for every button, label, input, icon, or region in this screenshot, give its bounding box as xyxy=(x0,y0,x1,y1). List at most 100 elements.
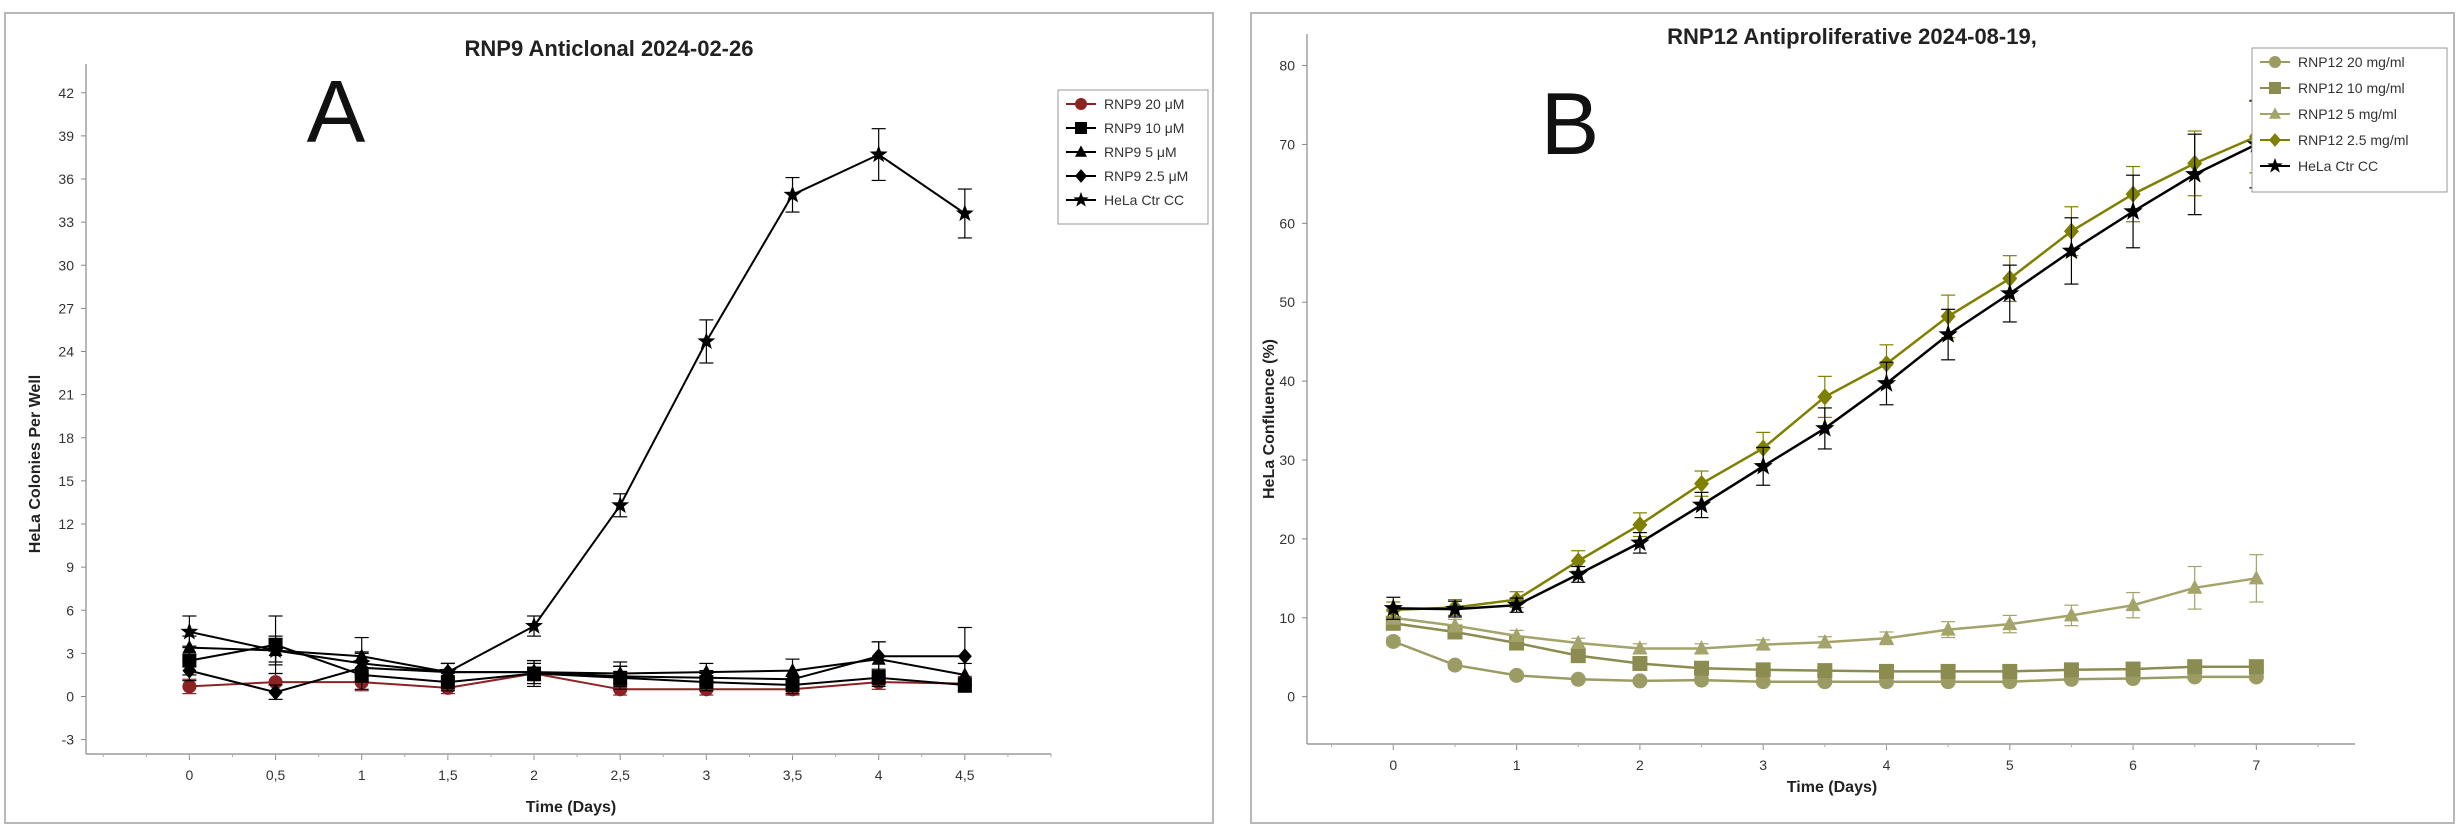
chart-a-data-point xyxy=(871,648,886,665)
chart-a-y-tick-label: 42 xyxy=(58,85,74,101)
chart-a-legend-swatch-marker xyxy=(1073,191,1089,207)
chart-a-data-point xyxy=(182,679,197,694)
chart-b-data-point xyxy=(1817,633,1833,649)
chart-panel-b: RNP12 Antiproliferative 2024-08-19, B Ti… xyxy=(1250,12,2455,824)
chart-b-data-point xyxy=(1509,627,1525,642)
chart-a-x-tick-label: 1,5 xyxy=(438,767,458,783)
chart-a-y-tick-label: 12 xyxy=(58,516,74,532)
chart-b-y-tick-label: 20 xyxy=(1279,531,1295,547)
chart-a-y-tick-label: 30 xyxy=(58,257,74,273)
chart-b-data-point xyxy=(1878,663,1894,679)
chart-a-data-point xyxy=(699,669,714,686)
chart-a-data-point xyxy=(268,684,283,701)
chart-b-data-point xyxy=(1630,532,1650,551)
chart-a-data-point xyxy=(527,664,542,681)
chart-a-x-tick-label: 1 xyxy=(358,767,366,783)
chart-b-data-point xyxy=(1509,667,1525,683)
chart-a-legend-swatch-marker xyxy=(1075,98,1087,110)
chart-b-x-tick-label: 7 xyxy=(2252,757,2260,773)
chart-b-panel-letter: B xyxy=(1541,74,1600,173)
chart-b-data-point xyxy=(1570,648,1586,664)
chart-a-x-tick-label: 4,5 xyxy=(955,767,975,783)
chart-b-legend-swatch-marker xyxy=(2269,133,2281,147)
chart-b-data-point xyxy=(1940,663,1956,679)
chart-a-x-tick-label: 4 xyxy=(875,767,883,783)
chart-b-data-point xyxy=(1447,617,1463,632)
chart-b-series-2 xyxy=(1385,615,2264,679)
chart-a-data-point xyxy=(268,675,283,690)
chart-a-data-point xyxy=(611,495,630,513)
chart-a-series-5 xyxy=(180,128,974,682)
chart-a-data-point xyxy=(613,668,628,685)
chart-a-series-3 xyxy=(182,635,972,688)
chart-a-y-tick-label: 39 xyxy=(58,128,74,144)
chart-a-legend-label: RNP9 20 μM xyxy=(1104,96,1184,112)
chart-b-data-point xyxy=(1568,564,1588,583)
chart-b-legend-label: RNP12 5 mg/ml xyxy=(2298,106,2397,122)
chart-b-x-tick-label: 1 xyxy=(1513,757,1521,773)
chart-b-data-point xyxy=(1940,621,1956,636)
chart-a-legend: RNP9 20 μM RNP9 10 μM RNP9 5 μM RNP9 2.5 μM… xyxy=(1057,89,1209,225)
chart-a-x-tick-label: 2 xyxy=(530,767,538,783)
chart-a-data-point xyxy=(182,662,197,679)
chart-b-x-tick-label: 2 xyxy=(1636,757,1644,773)
chart-a-data-point xyxy=(783,185,802,203)
chart-panel-a: RNP9 Anticlonal 2024-02-26 A Time (Days)… xyxy=(4,12,1214,824)
chart-a-series-line xyxy=(189,643,965,687)
chart-a-y-tick-label: 27 xyxy=(58,300,74,316)
chart-b-x-tick-label: 6 xyxy=(2129,757,2137,773)
chart-a-y-tick-label: 0 xyxy=(66,689,74,705)
chart-b-data-point xyxy=(2123,201,2143,220)
chart-b-data-point xyxy=(1383,598,1403,617)
chart-b-data-point xyxy=(2125,596,2141,612)
chart-b-legend: RNP12 20 mg/ml RNP12 10 mg/ml RNP12 5 mg/m… xyxy=(2251,47,2448,193)
chart-a-panel-letter: A xyxy=(307,62,366,161)
chart-a-series-line xyxy=(189,646,965,676)
chart-a-x-tick-label: 2,5 xyxy=(610,767,630,783)
chart-a-legend-label: RNP9 5 μM xyxy=(1104,144,1177,160)
chart-b-legend-box xyxy=(2251,47,2448,193)
chart-b-data-point xyxy=(2002,663,2018,679)
chart-a-y-tick-label: 3 xyxy=(66,645,74,661)
chart-b-y-tick-label: 40 xyxy=(1279,373,1295,389)
chart-b-data-point xyxy=(1570,671,1586,687)
chart-a-y-tick-label: 36 xyxy=(58,171,74,187)
chart-a-y-tick-label: -3 xyxy=(62,732,75,748)
chart-b-data-point xyxy=(2187,579,2203,594)
chart-a-series-line xyxy=(189,655,965,694)
chart-a-y-tick-label: 6 xyxy=(66,602,74,618)
chart-b-series-5 xyxy=(1383,100,2266,620)
chart-a-data-point xyxy=(180,622,199,640)
chart-b-data-point xyxy=(2063,662,2079,678)
chart-b-data-point xyxy=(1632,640,1648,655)
chart-b-legend-label: RNP12 10 mg/ml xyxy=(2298,80,2405,96)
chart-b-data-point xyxy=(2000,283,2020,302)
chart-b-data-point xyxy=(2002,615,2018,631)
chart-a-y-tick-label: 9 xyxy=(66,559,74,575)
chart-a-x-tick-label: 0,5 xyxy=(266,767,286,783)
chart-a-data-point xyxy=(438,662,457,680)
chart-a-data-point xyxy=(955,204,974,222)
chart-b-data-point xyxy=(2248,659,2264,675)
chart-b-xlabel: Time (Days) xyxy=(1787,779,1877,796)
chart-b-y-tick-label: 70 xyxy=(1279,136,1295,152)
chart-b-legend-label: RNP12 2.5 mg/ml xyxy=(2298,132,2408,148)
chart-a-ylabel: HeLa Colonies Per Well xyxy=(27,375,44,553)
chart-b-data-point xyxy=(1632,516,1648,534)
chart-b-x-tick-label: 5 xyxy=(2006,757,2014,773)
chart-b-data-point xyxy=(1694,475,1710,493)
chart-b-x-tick-label: 3 xyxy=(1759,757,1767,773)
chart-b-data-point xyxy=(1817,663,1833,679)
chart-a-legend-swatch-marker xyxy=(1075,169,1087,183)
chart-b-data-point xyxy=(2187,659,2203,675)
chart-b-data-point xyxy=(1570,634,1586,650)
chart-b-data-point xyxy=(1445,599,1465,618)
chart-a-y-tick-label: 18 xyxy=(58,430,74,446)
chart-b-legend-swatch-marker xyxy=(2269,107,2281,119)
chart-a-data-point xyxy=(869,145,888,163)
chart-b-svg: RNP12 Antiproliferative 2024-08-19, B Ti… xyxy=(1261,24,2448,796)
chart-b-series-3 xyxy=(1385,554,2264,655)
chart-a-data-point xyxy=(697,332,716,350)
chart-a-xlabel: Time (Days) xyxy=(526,799,616,816)
chart-b-data-point xyxy=(1878,630,1894,645)
